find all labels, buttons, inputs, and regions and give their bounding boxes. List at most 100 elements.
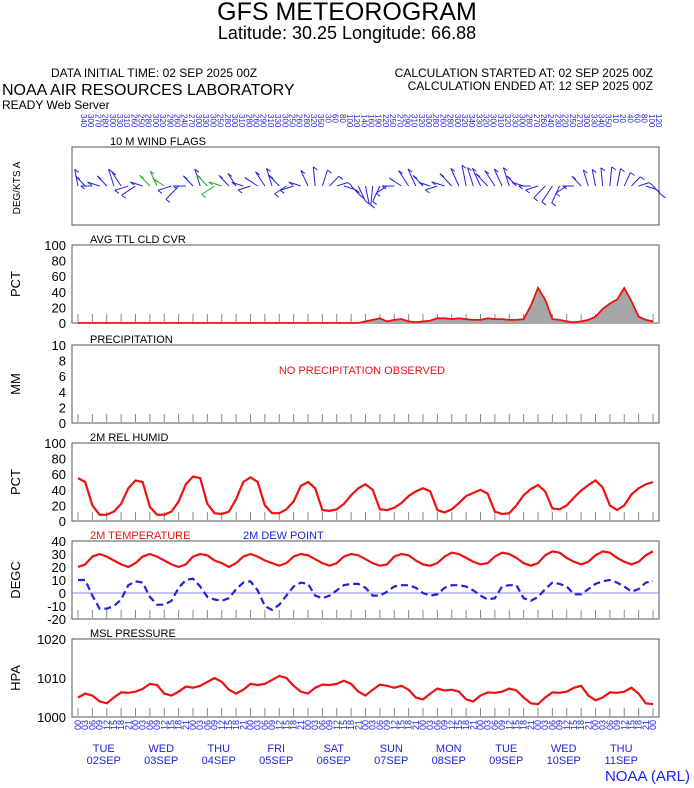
wind-barb-flag — [183, 175, 188, 180]
wind-barb — [321, 169, 328, 187]
x-hour-label: 03 — [483, 720, 493, 730]
x-hour-label: 21 — [583, 720, 593, 730]
wind-barb — [623, 172, 631, 187]
x-hour-label: 18 — [116, 720, 126, 730]
wind-barb — [461, 165, 467, 187]
legend-dewpoint: 2M DEW POINT — [243, 530, 324, 542]
wind-barb-flag — [503, 167, 508, 172]
y-axis-label: DEGC — [8, 561, 23, 599]
wind-barb — [300, 170, 309, 187]
wind-barb-flag — [237, 189, 243, 194]
wind-barb-flag — [375, 192, 381, 197]
x-hour-label: 21 — [181, 720, 191, 730]
wind-dir-label: 10 — [611, 114, 620, 123]
wind-dir-label: 330 — [510, 114, 519, 128]
x-hour-label: 15 — [626, 720, 636, 730]
wind-barb-flag — [461, 164, 467, 169]
x-hour-label: 06 — [145, 720, 155, 730]
x-day-label: TUE — [495, 743, 517, 755]
x-hour-label: 18 — [346, 720, 356, 730]
y-tick-label: 4 — [59, 385, 66, 400]
wind-barb — [533, 185, 546, 199]
wind-dir-label: 330 — [115, 114, 124, 128]
wind-barb-flag — [472, 167, 477, 172]
wind-barb-flag — [450, 167, 456, 172]
humidity-line — [77, 475, 654, 516]
x-date-label: 04SEP — [202, 755, 236, 767]
wind-dir-label: 280 — [525, 114, 534, 128]
y-tick-label: 60 — [52, 467, 66, 482]
wind-dir-label: 350 — [316, 114, 325, 128]
panel-frame — [71, 344, 660, 424]
wind-dir-label: 330 — [474, 114, 483, 128]
x-hour-label: 15 — [339, 720, 349, 730]
wind-barb — [87, 181, 100, 187]
wind-dir-label: 250 — [388, 114, 397, 128]
panel-frame — [71, 442, 660, 522]
x-hour-label: 12 — [504, 720, 514, 730]
panel-0 — [71, 146, 660, 226]
no-precip-annotation: NO PRECIPITATION OBSERVED — [279, 365, 445, 377]
wind-barb — [616, 168, 622, 187]
wind-barb-flag — [87, 181, 92, 186]
x-date-label: 10SEP — [547, 755, 581, 767]
wind-dir-label: 310 — [237, 114, 246, 128]
x-day-label: SUN — [380, 743, 403, 755]
wind-dir-label: 230 — [553, 114, 562, 128]
wind-dir-label: 100 — [647, 114, 656, 128]
wind-dir-label: 300 — [208, 114, 217, 128]
wind-dir-label: 300 — [424, 114, 433, 128]
wind-barb — [525, 185, 539, 191]
x-hour-label: 00 — [476, 720, 486, 730]
x-day-label: WED — [551, 743, 577, 755]
wind-dir-label: 330 — [589, 114, 598, 128]
wind-dir-label: 160 — [367, 114, 376, 128]
y-axis-label: HPA — [8, 665, 23, 691]
x-hour-label: 00 — [188, 720, 198, 730]
wind-barb-flag — [266, 168, 271, 172]
wind-barb-flag — [506, 175, 512, 180]
wind-barb-flag — [582, 169, 588, 174]
location-subtitle: Latitude: 30.25 Longitude: 66.88 — [217, 23, 477, 43]
wind-barb-flag — [80, 185, 86, 190]
wind-dir-label: 300 — [582, 114, 591, 128]
wind-dir-label: 300 — [517, 114, 526, 128]
x-hour-label: 21 — [123, 720, 133, 730]
server-name: READY Web Server — [2, 98, 110, 112]
x-hour-label: 03 — [138, 720, 148, 730]
wind-barb — [591, 169, 596, 187]
x-hour-label: 12 — [332, 720, 342, 730]
wind-dir-label: 260 — [252, 114, 261, 128]
x-hour-label: 03 — [80, 720, 90, 730]
wind-barb-flag — [541, 201, 547, 206]
wind-dir-label: 340 — [79, 114, 88, 128]
wind-barb-flag — [231, 181, 237, 186]
panel-title: PRECIPITATION — [90, 334, 173, 346]
x-hour-label: 12 — [102, 720, 112, 730]
wind-barb-flag — [139, 174, 145, 179]
wind-dir-label: 30 — [323, 114, 332, 123]
y-tick-label: 80 — [52, 254, 66, 269]
x-hour-label: 18 — [576, 720, 586, 730]
wind-barb-flag — [493, 168, 499, 173]
wind-barb-flag — [244, 177, 250, 181]
wind-barb-flag — [196, 174, 202, 179]
data-initial-time: DATA INITIAL TIME: 02 SEP 2025 00Z — [51, 66, 258, 80]
wind-barb-flag — [227, 173, 233, 177]
x-hour-label: 15 — [569, 720, 579, 730]
wind-barb — [582, 169, 589, 187]
wind-barb-flag — [121, 194, 127, 199]
y-tick-label: 100 — [44, 436, 66, 451]
x-hour-label: 12 — [619, 720, 629, 730]
wind-barb — [493, 168, 503, 187]
wind-dir-label: 80 — [640, 114, 649, 123]
cloud-line — [78, 285, 654, 324]
x-hour-label: 15 — [281, 720, 291, 730]
wind-barb — [609, 166, 613, 187]
wind-barb-flag — [165, 198, 171, 203]
x-hour-label: 09 — [325, 720, 335, 730]
wind-dir-label: 40 — [625, 114, 634, 123]
x-hour-label: 15 — [109, 720, 119, 730]
wind-barb-flag — [418, 182, 424, 186]
